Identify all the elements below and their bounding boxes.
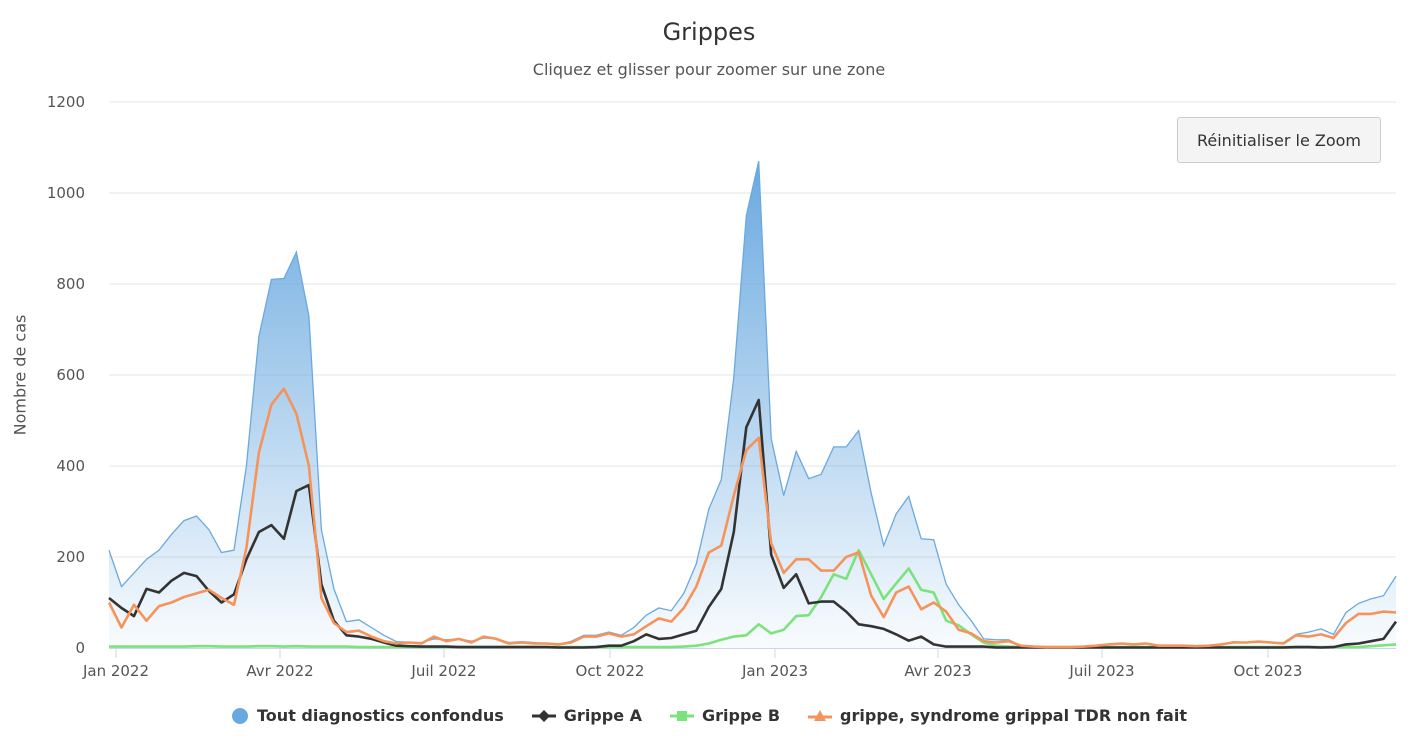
legend-label: Grippe A [563, 706, 643, 725]
series-group [107, 160, 1398, 649]
legend-item-grippe-b[interactable]: Grippe B [670, 706, 780, 725]
square-line-icon [670, 710, 695, 721]
x-axis: Jan 2022 Avr 2022 Juil 2022 Oct 2022 Jan 202… [82, 648, 1396, 680]
chart-subtitle: Cliquez et glisser pour zoomer sur une z… [532, 60, 886, 79]
legend: Tout diagnostics confondus Grippe A Grip… [0, 706, 1418, 725]
legend-label: Tout diagnostics confondus [257, 706, 504, 725]
y-tick-label: 400 [56, 457, 85, 475]
x-tick-label: Avr 2022 [246, 662, 313, 680]
chart-title: Grippes [662, 18, 756, 46]
area-fill-total [109, 161, 1396, 648]
series-line-3[interactable] [107, 387, 1397, 649]
x-tick-label: Juil 2023 [1068, 662, 1134, 680]
y-tick-label: 800 [56, 275, 85, 293]
y-tick-label: 1000 [47, 184, 85, 202]
y-tick-label: 1200 [47, 93, 85, 111]
diamond-line-icon [531, 709, 556, 722]
y-tick-label: 0 [75, 639, 85, 657]
series-line-1[interactable] [108, 398, 1398, 649]
legend-label: Grippe B [702, 706, 781, 725]
y-axis-ticks: 0 200 400 600 800 1000 1200 [47, 93, 85, 657]
x-tick-label: Avr 2023 [904, 662, 971, 680]
circle-icon [232, 707, 249, 724]
legend-item-grippe-a[interactable]: Grippe A [531, 706, 643, 725]
x-tick-label: Oct 2023 [1234, 662, 1303, 680]
triangle-line-icon [808, 709, 833, 721]
legend-item-total[interactable]: Tout diagnostics confondus [231, 706, 504, 725]
y-tick-label: 600 [56, 366, 85, 384]
x-tick-label: Oct 2022 [576, 662, 645, 680]
x-tick-label: Juil 2022 [410, 662, 476, 680]
y-tick-label: 200 [56, 548, 85, 566]
x-tick-label: Jan 2022 [82, 662, 149, 680]
x-tick-label: Jan 2023 [741, 662, 808, 680]
legend-item-tdr-non-fait[interactable]: grippe, syndrome grippal TDR non fait [808, 706, 1187, 725]
reset-zoom-button[interactable]: Réinitialiser le Zoom [1177, 117, 1381, 163]
legend-label: grippe, syndrome grippal TDR non fait [840, 706, 1187, 725]
